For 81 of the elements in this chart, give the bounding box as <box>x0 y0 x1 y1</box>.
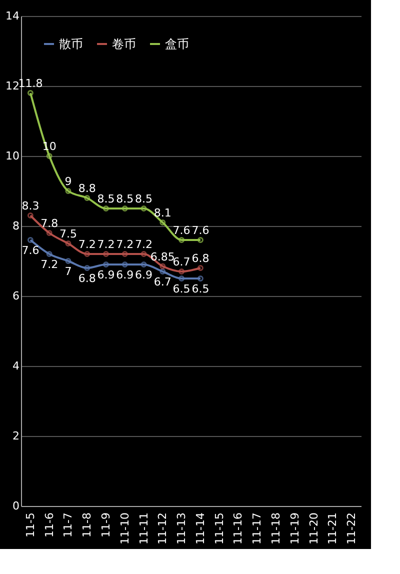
x-tick-label: 11-15 <box>212 512 226 544</box>
point <box>140 206 147 212</box>
y-tick-label: 0 <box>12 500 20 512</box>
data-label: 6.8 <box>192 252 210 265</box>
x-tick-label: 11-9 <box>100 512 112 538</box>
y-tick-label: 8 <box>12 220 20 232</box>
data-label: 6.9 <box>97 268 115 282</box>
point <box>122 251 128 257</box>
point <box>46 153 52 159</box>
x-tick-label: 11-19 <box>288 512 302 544</box>
x-tick-label: 11-16 <box>232 512 245 544</box>
data-label: 8.3 <box>22 200 40 212</box>
point <box>178 276 185 282</box>
legend-label: 散币 <box>59 37 83 51</box>
point <box>65 258 72 264</box>
data-label: 6.7 <box>154 276 172 288</box>
x-tick-label: 11-12 <box>156 512 170 544</box>
x-tick-label: 11-21 <box>326 512 340 544</box>
point <box>46 230 52 236</box>
data-label: 6.9 <box>135 268 153 282</box>
x-tick-label: 11-18 <box>270 512 282 544</box>
point <box>84 265 90 271</box>
data-label: 7.6 <box>172 224 190 237</box>
point <box>160 268 166 274</box>
point <box>46 251 52 257</box>
data-label: 6.5 <box>172 282 190 296</box>
point <box>178 268 185 274</box>
x-tick-label: 11-10 <box>118 512 132 544</box>
legend-label: 卷币 <box>112 37 136 51</box>
x-tick-label: 11-8 <box>80 512 94 538</box>
y-tick-label: 10 <box>6 150 20 162</box>
x-tick-label: 11-5 <box>24 512 37 538</box>
data-label: 7.5 <box>59 228 77 240</box>
data-label: 7.2 <box>78 238 96 251</box>
point <box>103 206 109 212</box>
data-label: 7.8 <box>40 217 58 230</box>
data-label: 8.8 <box>78 182 96 195</box>
point <box>84 195 90 201</box>
data-label: 7.2 <box>40 258 58 271</box>
point <box>178 237 185 243</box>
x-tick-label: 11-14 <box>194 512 207 544</box>
data-label: 9 <box>64 175 72 188</box>
data-label: 7.2 <box>116 238 134 251</box>
data-label: 7.2 <box>135 238 153 251</box>
legend-label: 盒币 <box>165 37 189 51</box>
x-tick-label: 11-13 <box>175 512 188 544</box>
point <box>103 262 109 268</box>
x-tick-label: 11-22 <box>345 512 358 544</box>
x-tick-label: 11-20 <box>307 512 320 544</box>
point <box>122 262 128 268</box>
data-label: 7 <box>64 265 72 278</box>
data-label: 7.6 <box>22 244 40 257</box>
data-label: 8.5 <box>97 192 115 206</box>
data-label: 6.85 <box>150 250 175 264</box>
point <box>140 262 147 268</box>
data-label: 8.5 <box>116 192 134 206</box>
y-tick-label: 14 <box>6 10 20 22</box>
point <box>103 251 109 257</box>
data-label: 6.8 <box>78 272 96 285</box>
data-label: 6.5 <box>192 282 210 296</box>
y-tick-label: 6 <box>12 290 20 302</box>
point <box>160 220 166 226</box>
x-tick-label: 11-6 <box>42 512 56 538</box>
data-label: 8.5 <box>135 192 153 206</box>
point <box>160 263 166 270</box>
x-tick-label: 11-17 <box>250 512 264 544</box>
y-tick-label: 12 <box>6 80 20 92</box>
y-tick-label: 2 <box>12 430 20 442</box>
point <box>65 188 72 194</box>
data-label: 6.7 <box>172 256 190 268</box>
point <box>122 206 128 212</box>
x-tick-label: 11-7 <box>62 512 75 538</box>
data-label: 7.2 <box>97 238 115 251</box>
point <box>140 251 147 257</box>
data-label: 8.1 <box>154 206 172 220</box>
data-label: 6.9 <box>116 268 134 282</box>
point <box>84 251 90 257</box>
y-tick-label: 4 <box>12 360 20 372</box>
point <box>65 240 72 246</box>
data-label: 7.6 <box>192 224 210 237</box>
x-tick-label: 11-11 <box>137 512 150 544</box>
